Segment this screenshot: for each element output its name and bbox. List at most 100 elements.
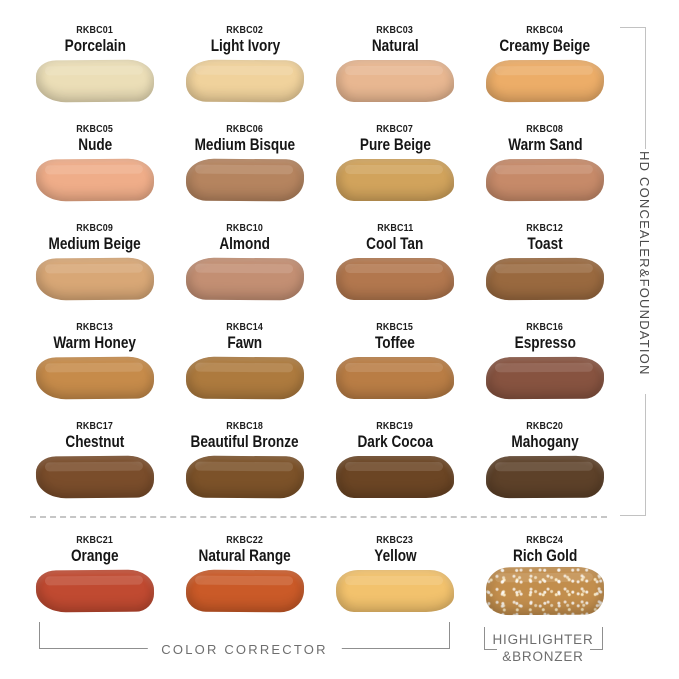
shade-swatch-glitter [485,566,605,616]
shade-name: Mahogany [511,432,579,451]
shade-cell: RKBC05 Nude [20,123,170,222]
shade-name: Rich Gold [512,546,578,565]
shade-code: RKBC04 [526,24,564,36]
shade-swatch [35,59,155,103]
shade-name: Yellow [373,546,417,565]
shade-swatch [185,569,305,613]
shade-swatch [485,158,605,202]
shade-cell: RKBC21 Orange [20,534,170,633]
highlighter-bracket-left [484,627,497,650]
highlighter-bracket-right [590,627,603,650]
shade-name: Orange [71,546,119,565]
shade-cell: RKBC19 Dark Cocoa [320,420,470,519]
shade-name: Toast [527,234,563,253]
highlighter-label-line1: HIGHLIGHTER [492,632,594,647]
shade-name: Warm Honey [53,333,137,352]
shade-cell: RKBC23 Yellow [320,534,470,633]
shade-code: RKBC02 [226,24,264,36]
shade-swatch [185,356,305,400]
shade-swatch [336,159,454,201]
shade-code: RKBC18 [226,420,264,432]
shade-swatch [336,357,454,399]
highlighter-label-line2: &BRONZER [502,649,584,664]
shade-code: RKBC10 [226,222,264,234]
shade-name: Light Ivory [210,36,280,55]
shade-code: RKBC23 [376,534,414,546]
shade-cell: RKBC09 Medium Beige [20,222,170,321]
shade-name: Dark Cocoa [357,432,433,451]
shade-code: RKBC09 [76,222,114,234]
shade-cell: RKBC11 Cool Tan [320,222,470,321]
shade-code: RKBC01 [76,24,114,36]
shade-swatch [185,158,305,202]
shade-swatch [185,257,305,301]
shade-swatch [336,570,454,612]
shade-swatch [336,258,454,300]
shade-swatch [35,455,155,499]
shade-code: RKBC05 [76,123,114,135]
shade-name: Medium Beige [48,234,142,253]
shade-cell: RKBC17 Chestnut [20,420,170,519]
shade-cell: RKBC12 Toast [470,222,620,321]
shade-cell: RKBC06 Medium Bisque [170,123,320,222]
foundation-bracket-top [620,27,646,149]
shade-name: Nude [78,135,112,154]
shade-cell: RKBC07 Pure Beige [320,123,470,222]
highlighter-bronzer-label: HIGHLIGHTER &BRONZER [478,631,608,665]
shade-cell: RKBC08 Warm Sand [470,123,620,222]
shade-code: RKBC19 [376,420,414,432]
shade-code: RKBC16 [526,321,564,333]
shade-code: RKBC08 [526,123,564,135]
color-corrector-label: COLOR CORRECTOR [147,642,342,657]
shade-cell: RKBC02 Light Ivory [170,24,320,123]
shade-swatch [336,60,454,102]
shade-swatch [485,257,605,301]
shade-cell: RKBC13 Warm Honey [20,321,170,420]
shade-code: RKBC22 [226,534,264,546]
shade-name: Porcelain [64,36,126,55]
shade-name: Warm Sand [507,135,583,154]
shade-swatch [185,59,305,103]
shade-swatch [336,456,454,498]
shade-swatch [485,59,605,103]
shade-swatch [35,158,155,202]
shade-code: RKBC20 [526,420,564,432]
shade-swatch [185,455,305,499]
shade-code: RKBC24 [526,534,564,546]
shade-cell: RKBC22 Natural Range [170,534,320,633]
shade-code: RKBC21 [76,534,114,546]
shade-cell: RKBC18 Beautiful Bronze [170,420,320,519]
shade-name: Natural [371,36,419,55]
shade-name: Cool Tan [366,234,424,253]
shade-cell: RKBC24 Rich Gold [470,534,620,633]
shade-name: Toffee [375,333,415,352]
shade-code: RKBC12 [526,222,564,234]
shade-cell: RKBC16 Espresso [470,321,620,420]
shade-swatch [35,356,155,400]
shade-swatch [485,455,605,499]
shade-swatch [35,257,155,301]
shade-code: RKBC13 [76,321,114,333]
shade-cell: RKBC01 Porcelain [20,24,170,123]
shade-name: Pure Beige [359,135,431,154]
shade-name: Almond [219,234,271,253]
shade-cell: RKBC04 Creamy Beige [470,24,620,123]
shade-code: RKBC15 [376,321,414,333]
shade-cell: RKBC14 Fawn [170,321,320,420]
shade-swatch [485,356,605,400]
foundation-bracket-bottom [620,394,646,516]
shade-name: Espresso [514,333,576,352]
shade-code: RKBC06 [226,123,264,135]
shade-cell: RKBC10 Almond [170,222,320,321]
shade-swatch [35,569,155,613]
shade-code: RKBC17 [76,420,114,432]
shade-code: RKBC03 [376,24,414,36]
shade-code: RKBC11 [376,222,414,234]
foundation-group-label: HD CONCEALER&FOUNDATION [637,151,652,376]
shade-code: RKBC07 [376,123,414,135]
shade-code: RKBC14 [226,321,264,333]
shade-name: Creamy Beige [499,36,591,55]
shade-name: Medium Bisque [194,135,296,154]
shade-cell: RKBC03 Natural [320,24,470,123]
